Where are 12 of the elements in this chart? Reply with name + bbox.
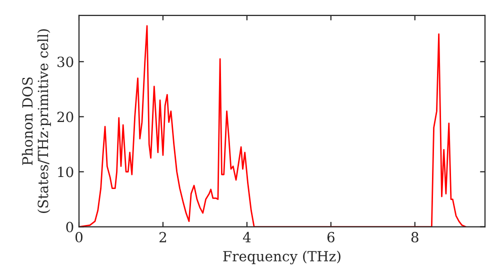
y-tick-label: 20 — [57, 112, 74, 122]
y-tick-label: 0 — [66, 222, 74, 232]
line-series — [79, 25, 466, 227]
y-axis-title: Phonon DOS (States/THz·primitive cell) — [22, 29, 51, 213]
y-tick-label: 30 — [58, 56, 74, 68]
x-tick-label: 6 — [327, 232, 334, 242]
x-tick-label: 0 — [75, 232, 82, 242]
x-tick-label: 8 — [411, 232, 418, 242]
x-axis-title: Frequency (THz) — [223, 250, 340, 264]
x-tick-label: 2 — [159, 232, 166, 242]
y-tick-label: 10 — [58, 166, 74, 178]
x-tick-label: 4 — [242, 232, 251, 242]
